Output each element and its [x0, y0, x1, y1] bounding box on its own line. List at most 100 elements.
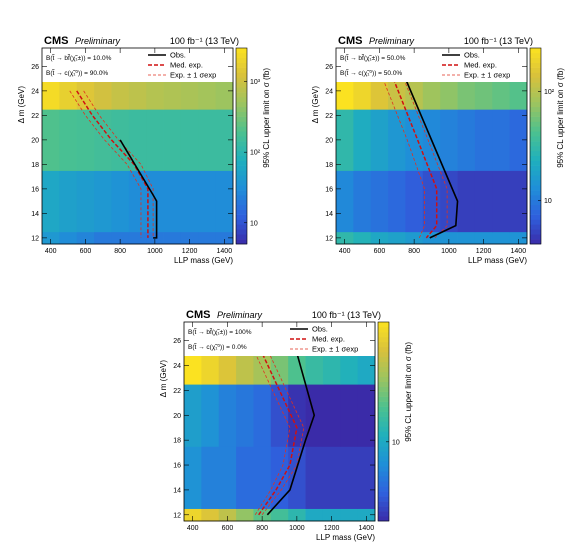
heatmap-cell: [509, 109, 528, 171]
colorbar-step: [378, 376, 389, 382]
heatmap-cell: [336, 170, 354, 233]
colorbar-step: [530, 97, 541, 103]
colorbar-step: [236, 97, 247, 103]
colorbar-step: [236, 101, 247, 108]
heatmap-cell: [357, 384, 376, 447]
heatmap-cell: [94, 109, 112, 171]
heatmap-cell: [288, 446, 306, 509]
colorbar-step: [530, 165, 541, 171]
heatmap-cell: [340, 446, 359, 509]
colorbar-step: [378, 366, 389, 373]
heatmap-cell: [322, 384, 341, 447]
heatmap-cell: [353, 231, 372, 245]
colorbar-step: [236, 180, 247, 186]
y-tick-label: 18: [31, 162, 39, 169]
colorbar-tick-label: 10: [544, 198, 552, 205]
heatmap-cell: [288, 384, 306, 447]
heatmap-cell: [201, 508, 220, 522]
y-tick-label: 16: [31, 186, 39, 193]
heatmap-cell: [111, 170, 130, 233]
colorbar-step: [530, 224, 541, 230]
x-tick-label: 400: [187, 525, 199, 532]
branching-ratio-2: B(t̃ → c(χ̃₁⁰)) = 90.0%: [46, 69, 108, 77]
heatmap-cell: [163, 109, 182, 171]
heatmap-cell: [440, 170, 458, 233]
x-tick-label: 800: [256, 525, 268, 532]
y-axis-label: Δ m (GeV): [311, 86, 320, 124]
heatmap-cell: [305, 446, 324, 509]
heatmap-cell: [340, 508, 359, 522]
heatmap-cell: [322, 508, 341, 522]
heatmap-cell: [370, 170, 389, 233]
heatmap-cell: [76, 170, 95, 233]
expected-band-upper-line: [261, 352, 305, 516]
heatmap-cell: [236, 446, 254, 509]
x-tick-label: 1200: [324, 525, 340, 532]
colorbar-step: [378, 451, 389, 457]
x-tick-label: 1400: [217, 248, 233, 255]
colorbar-step: [530, 234, 541, 240]
heatmap-cell: [218, 508, 237, 522]
heatmap-cell: [59, 170, 78, 233]
y-tick-label: 18: [173, 438, 181, 445]
colorbar-step: [236, 72, 247, 78]
expected-band-upper-line: [403, 78, 448, 239]
plot-frame: [183, 321, 376, 522]
colorbar-step: [236, 82, 247, 88]
colorbar-step: [530, 239, 541, 245]
x-axis-label: LLP mass (GeV): [316, 533, 375, 542]
heatmap-cell: [59, 109, 78, 171]
heatmap-cell: [198, 231, 217, 245]
colorbar-step: [236, 204, 247, 210]
expected-band-lower-line: [69, 90, 142, 238]
heatmap-cell: [336, 231, 354, 245]
heatmap-cell: [163, 170, 182, 233]
colorbar-step: [378, 466, 389, 472]
colorbar-step: [530, 67, 541, 73]
heatmap-cell: [322, 446, 341, 509]
colorbar-step: [378, 322, 389, 328]
colorbar-step: [236, 229, 247, 235]
y-tick-label: 20: [325, 137, 333, 144]
heatmap-cell: [163, 231, 182, 245]
heatmap-cell: [457, 231, 476, 245]
colorbar-step: [378, 331, 389, 338]
colorbar-step: [530, 62, 541, 68]
heatmap-cell: [146, 170, 164, 233]
expected-band-upper-line: [83, 90, 154, 238]
colorbar-step: [530, 101, 541, 108]
x-tick-label: 1400: [359, 525, 375, 532]
expected-band-lower-line: [382, 78, 425, 239]
y-tick-label: 24: [325, 88, 333, 95]
colorbar-step: [236, 52, 247, 59]
heatmap-cell: [340, 384, 359, 447]
heatmap-cell: [215, 109, 234, 171]
colorbar-step: [378, 496, 389, 502]
heatmap-cell: [180, 109, 199, 171]
heatmap-cell: [253, 446, 272, 509]
heatmap-cell: [509, 170, 528, 233]
colorbar-step: [378, 351, 389, 358]
colorbar-step: [530, 121, 541, 127]
heatmap-cell: [184, 446, 202, 509]
colorbar-step: [236, 165, 247, 171]
colorbar-label: 95% CL upper limit on σ (fb): [556, 68, 565, 168]
colorbar-step: [530, 92, 541, 98]
lumi-label: 100 fb⁻¹ (13 TeV): [312, 310, 381, 320]
heatmap-cell: [492, 109, 511, 171]
y-axis-label: Δ m (GeV): [159, 360, 168, 398]
colorbar-step: [378, 356, 389, 363]
colorbar-step: [530, 150, 541, 157]
heatmap-cell: [253, 508, 272, 522]
heatmap-cell: [94, 231, 112, 245]
colorbar-label: 95% CL upper limit on σ (fb): [404, 342, 413, 442]
colorbar-step: [530, 155, 541, 161]
x-tick-label: 400: [45, 248, 57, 255]
heatmap-cell: [180, 231, 199, 245]
heatmap-cell: [76, 231, 95, 245]
heatmap-cell: [492, 170, 511, 233]
heatmap-cell: [492, 231, 511, 245]
colorbar-step: [378, 486, 389, 492]
branching-ratio-2: B(t̃ → c(χ̃₁⁰)) = 0.0%: [188, 343, 247, 351]
heatmap-cell: [288, 508, 306, 522]
